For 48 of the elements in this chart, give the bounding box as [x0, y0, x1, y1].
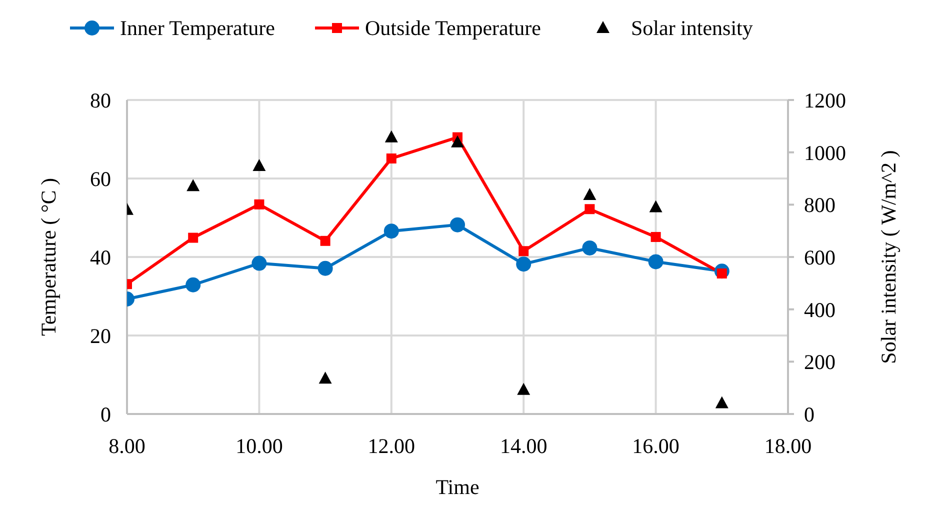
- y-tick-label: 0: [100, 402, 111, 426]
- y-tick-label: 40: [90, 245, 111, 270]
- point: [649, 200, 662, 212]
- x-tick-label: 10.00: [236, 434, 283, 458]
- point: [582, 240, 598, 256]
- point: [384, 224, 399, 239]
- point: [252, 158, 266, 171]
- point: [252, 256, 267, 271]
- x-tick-label: 18.00: [764, 434, 812, 458]
- x-tick-label: 16.00: [632, 434, 680, 458]
- point: [648, 254, 664, 270]
- y2-tick-label: 0: [804, 402, 814, 426]
- y2-tick-label: 1200: [804, 88, 846, 112]
- point: [384, 130, 398, 142]
- point: [186, 277, 201, 292]
- y2-tick-label: 400: [804, 298, 836, 322]
- x-tick-label: 12.00: [368, 434, 416, 458]
- point: [386, 153, 396, 164]
- y2-axis-title: Solar intensity ( W/m^2 ): [876, 150, 900, 364]
- x-axis-title: Time: [436, 475, 480, 499]
- y-tick-label: 60: [90, 166, 111, 191]
- legend-label: Outside Temperature: [364, 16, 541, 40]
- point: [518, 246, 529, 256]
- y-axis-title: Temperature ( °C ): [36, 178, 60, 336]
- point: [188, 232, 198, 243]
- y2-tick-label: 200: [804, 350, 836, 374]
- point: [715, 396, 728, 408]
- point: [320, 236, 330, 246]
- point: [318, 260, 333, 276]
- point: [583, 188, 596, 200]
- point: [516, 256, 532, 272]
- legend-label: Inner Temperature: [120, 16, 275, 40]
- point: [584, 204, 595, 214]
- point: [650, 232, 661, 242]
- point: [450, 217, 465, 232]
- y2-tick-label: 800: [804, 193, 836, 218]
- x-tick-label: 14.00: [500, 434, 548, 458]
- y-tick-label: 20: [90, 324, 111, 348]
- point: [318, 372, 332, 384]
- point: [186, 179, 200, 192]
- y2-tick-label: 600: [804, 245, 836, 270]
- point: [254, 199, 264, 210]
- y2-tick-label: 1000: [804, 140, 846, 165]
- point: [517, 382, 530, 395]
- legend-label: Solar intensity: [630, 16, 753, 40]
- y-tick-label: 80: [90, 88, 111, 112]
- point: [451, 135, 464, 148]
- x-tick-label: 8.00: [108, 434, 146, 458]
